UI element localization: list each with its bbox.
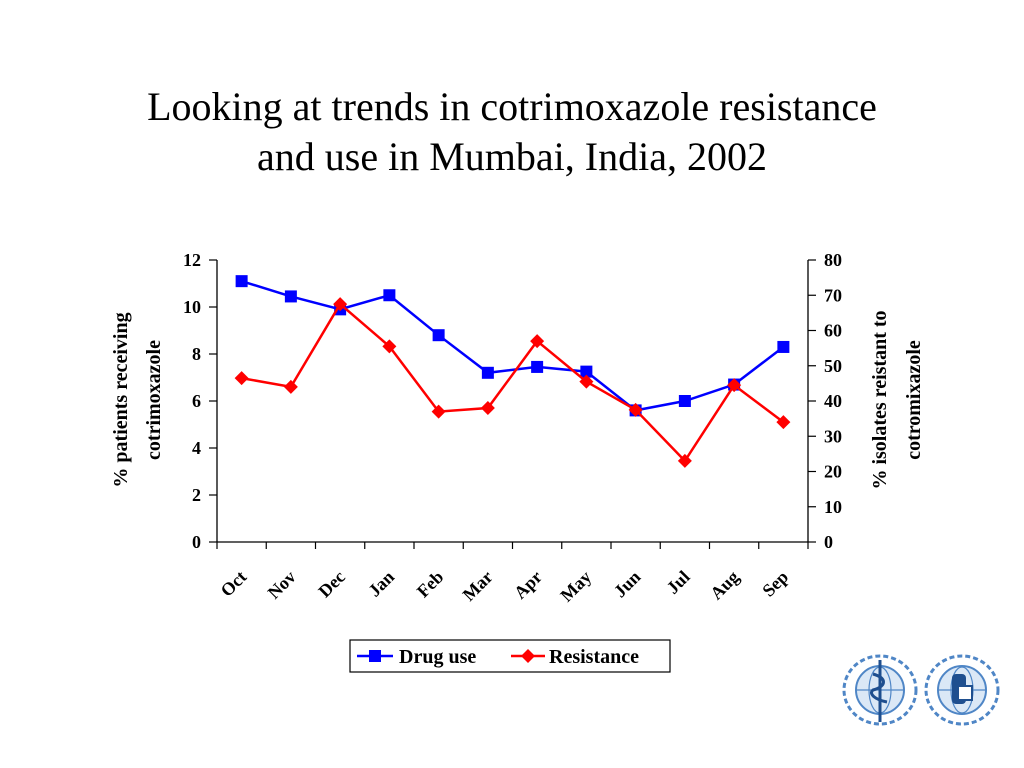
x-tick-label: Aug (706, 567, 743, 604)
y-left-tick-label: 0 (192, 532, 201, 552)
y-right-tick-label: 70 (824, 285, 842, 305)
y-right-axis-title-line2: cotromixazole (903, 340, 925, 460)
data-point-resistance (677, 453, 692, 468)
y-left-tick-label: 8 (192, 344, 201, 364)
data-point-drug-use (284, 290, 297, 303)
data-point-drug-use (383, 289, 396, 302)
y-left-tick-label: 2 (192, 485, 201, 505)
legend-resistance-marker (521, 649, 535, 663)
series-line-resistance (241, 302, 785, 463)
x-tick-label: Jul (663, 567, 694, 598)
y-left-tick-label: 4 (192, 438, 201, 458)
y-left-axis-title-line2: cotrimoxazole (143, 340, 165, 460)
y-right-tick-label: 10 (824, 497, 842, 517)
y-left-tick-label: 6 (192, 391, 201, 411)
x-tick-label: Sep (758, 567, 792, 601)
x-tick-label: May (556, 567, 595, 606)
data-point-resistance (234, 371, 249, 386)
x-tick-label: Feb (413, 567, 448, 602)
series-line-drug-use (241, 279, 785, 412)
data-point-resistance (727, 378, 742, 393)
y-left-tick-label: 10 (183, 297, 201, 317)
y-right-tick-label: 30 (824, 426, 842, 446)
y-right-tick-label: 50 (824, 356, 842, 376)
data-point-drug-use (235, 275, 248, 288)
data-point-resistance (382, 339, 397, 354)
x-tick-label: Nov (264, 567, 300, 603)
data-point-drug-use (678, 395, 691, 407)
slide-title-line2: and use in Mumbai, India, 2002 (257, 134, 767, 179)
data-point-resistance (530, 334, 545, 349)
who-emblem-logo (842, 654, 918, 726)
data-point-resistance (776, 415, 791, 430)
legend-drug-use-marker (369, 650, 381, 662)
legend-drug-use-label: Drug use (399, 646, 476, 668)
paho-emblem-logo (924, 654, 1000, 726)
data-point-resistance (333, 297, 348, 312)
chart-legend: Drug use Resistance (349, 639, 671, 673)
y-right-axis-title-line1: % isolates reistant to (869, 310, 891, 489)
x-tick-label: Dec (314, 567, 349, 602)
data-point-resistance (628, 402, 643, 417)
data-point-resistance (480, 401, 495, 416)
y-right-tick-label: 60 (824, 321, 842, 341)
y-right-tick-label: 40 (824, 391, 842, 411)
y-right-tick-label: 0 (824, 532, 833, 552)
y-right-tick-label: 80 (824, 250, 842, 270)
x-tick-label: Jan (364, 567, 398, 601)
slide-title: Looking at trends in cotrimoxazole resis… (40, 82, 984, 182)
data-point-resistance (283, 379, 298, 394)
data-point-resistance (431, 404, 446, 419)
legend-resistance-label: Resistance (549, 646, 639, 668)
x-tick-label: Jun (610, 567, 645, 602)
x-tick-label: Apr (510, 567, 546, 603)
y-right-tick-label: 20 (824, 462, 842, 482)
y-left-axis-title-line1: % patients receiving (110, 312, 132, 487)
chart-series (234, 275, 791, 468)
slide-title-line1: Looking at trends in cotrimoxazole resis… (147, 84, 877, 129)
data-point-drug-use (580, 365, 593, 378)
data-point-drug-use (432, 329, 445, 342)
data-point-drug-use (481, 366, 494, 379)
legend-box (349, 639, 671, 673)
data-point-drug-use (531, 360, 544, 373)
data-point-drug-use (777, 340, 790, 353)
x-tick-label: Mar (459, 567, 497, 605)
y-left-tick-label: 12 (183, 250, 201, 270)
chart-axes: 0 2 4 6 8 10 12 0 10 20 30 40 50 60 70 80 Oct Nov Dec Jan Fe… (183, 250, 842, 606)
data-point-resistance (579, 374, 594, 389)
x-tick-label: Oct (217, 567, 251, 601)
